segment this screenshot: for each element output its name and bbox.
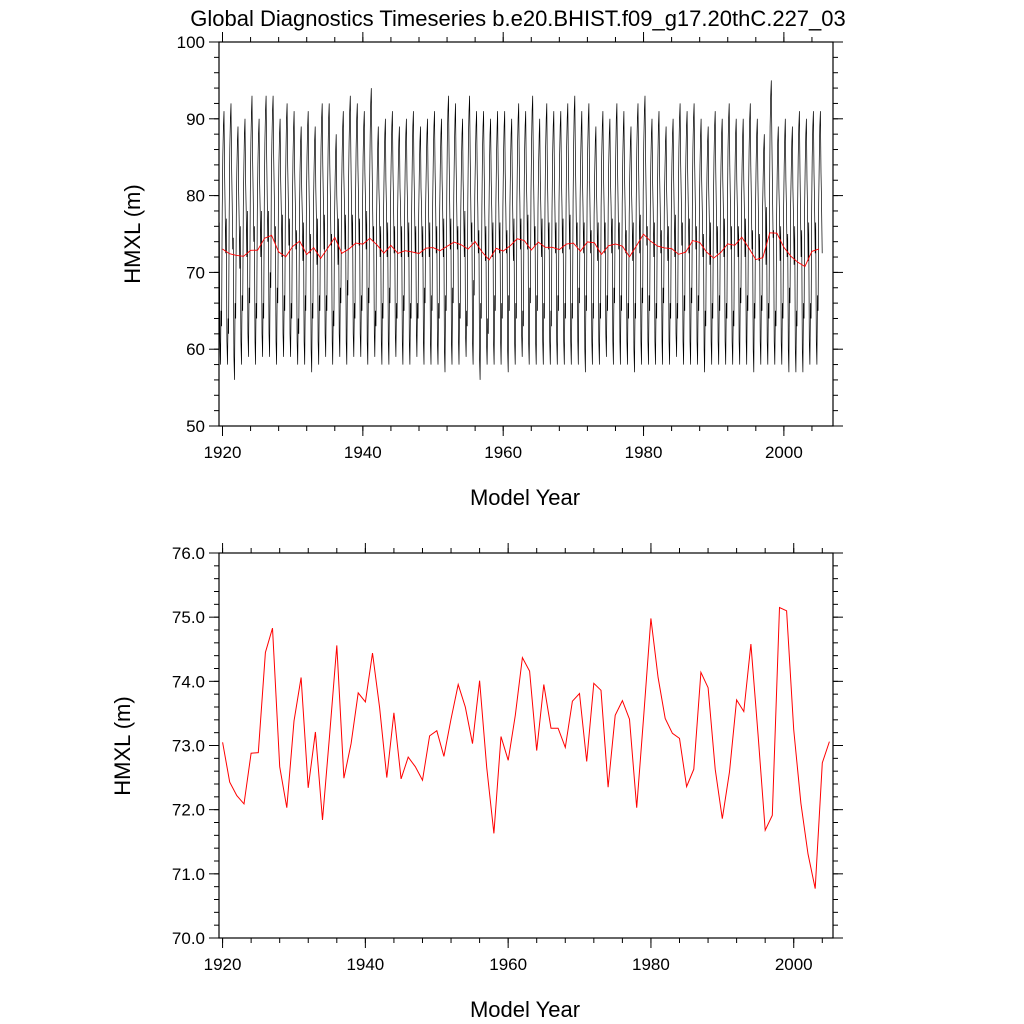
top-x-tick-label: 1960 (484, 443, 522, 462)
top-y-tick-label: 100 (177, 33, 205, 52)
bottom-y-tick-label: 72.0 (172, 801, 205, 820)
bottom-x-tick-label: 2000 (775, 955, 813, 974)
top-panel: 1920 1940 1960 1980 2000 50 60 70 80 90 100 (177, 32, 843, 462)
top-y-tick-label: 50 (186, 417, 205, 436)
bottom-x-tick-label: 1940 (346, 955, 384, 974)
top-annual-mean-line (222, 232, 820, 268)
bottom-x-tick-label: 1980 (632, 955, 670, 974)
bottom-y-tick-label: 76.0 (172, 544, 205, 563)
chart-title: Global Diagnostics Timeseries b.e20.BHIS… (190, 6, 846, 31)
top-monthly-series-line (218, 80, 823, 380)
top-y-tick-label: 80 (186, 187, 205, 206)
top-x-axis-label: Model Year (470, 485, 580, 510)
top-x-tick-label: 1980 (625, 443, 663, 462)
bottom-plot-frame (218, 552, 834, 939)
bottom-x-axis-label: Model Year (470, 997, 580, 1022)
top-y-tick-label: 60 (186, 340, 205, 359)
top-x-tick-label: 2000 (765, 443, 803, 462)
bottom-y-tick-label: 75.0 (172, 608, 205, 627)
top-y-tick-label: 70 (186, 263, 205, 282)
bottom-y-tick-label: 70.0 (172, 929, 205, 948)
top-plot-frame (218, 41, 834, 427)
bottom-y-tick-label: 73.0 (172, 737, 205, 756)
bottom-y-tick-label: 74.0 (172, 672, 205, 691)
top-x-tick-label: 1920 (204, 443, 242, 462)
top-y-axis-label: HMXL (m) (120, 184, 145, 283)
bottom-annual-mean-line (222, 606, 830, 889)
top-x-tick-label: 1940 (344, 443, 382, 462)
bottom-y-axis-label: HMXL (m) (110, 696, 135, 795)
bottom-x-tick-label: 1960 (489, 955, 527, 974)
bottom-y-tick-label: 71.0 (172, 865, 205, 884)
top-y-tick-label: 90 (186, 110, 205, 129)
bottom-panel: 1920 1940 1960 1980 2000 70.0 71.0 72.0 73.0 74.0… (172, 543, 843, 974)
bottom-x-tick-label: 1920 (204, 955, 242, 974)
